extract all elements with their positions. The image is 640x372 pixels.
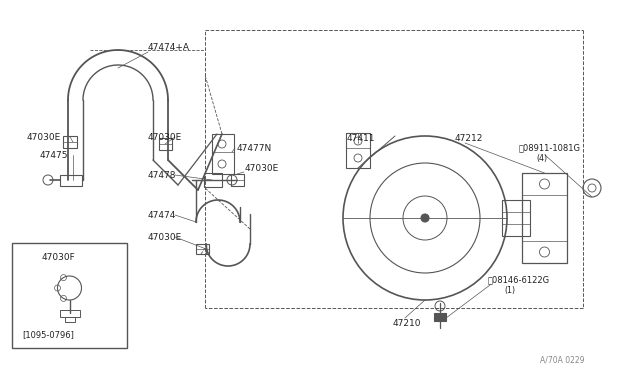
Text: 47210: 47210 (393, 318, 422, 327)
Text: A/70A 0229: A/70A 0229 (540, 356, 584, 365)
Circle shape (421, 214, 429, 222)
Text: 47030F: 47030F (42, 253, 76, 263)
Bar (196, 244, 209, 254)
Bar (63, 136, 77, 148)
Text: 47030E: 47030E (27, 132, 61, 141)
Text: 47030E: 47030E (245, 164, 279, 173)
Text: 47475: 47475 (40, 151, 68, 160)
Text: (1): (1) (504, 285, 515, 295)
Bar (159, 138, 172, 150)
Bar (60, 175, 82, 186)
Text: 47477N: 47477N (237, 144, 272, 153)
Bar (346, 133, 370, 168)
Text: ⒲08146-6122G: ⒲08146-6122G (488, 276, 550, 285)
Bar (204, 173, 222, 187)
Text: 47030E: 47030E (148, 232, 182, 241)
Bar (65, 317, 74, 322)
Bar (502, 200, 530, 236)
Text: 47030E: 47030E (148, 132, 182, 141)
Text: 47474: 47474 (148, 211, 177, 219)
Text: 47474+A: 47474+A (148, 42, 190, 51)
Bar (212, 134, 234, 174)
Bar (522, 173, 567, 263)
Text: 47411: 47411 (347, 134, 376, 142)
Bar (231, 174, 244, 186)
Text: 47212: 47212 (455, 134, 483, 142)
Text: (4): (4) (536, 154, 547, 163)
Bar (12, 243, 127, 348)
Text: ⓝ08911-1081G: ⓝ08911-1081G (519, 144, 581, 153)
Bar (434, 313, 446, 321)
Text: 47478: 47478 (148, 170, 177, 180)
Text: [1095-0796]: [1095-0796] (22, 330, 74, 340)
Bar (60, 310, 79, 317)
